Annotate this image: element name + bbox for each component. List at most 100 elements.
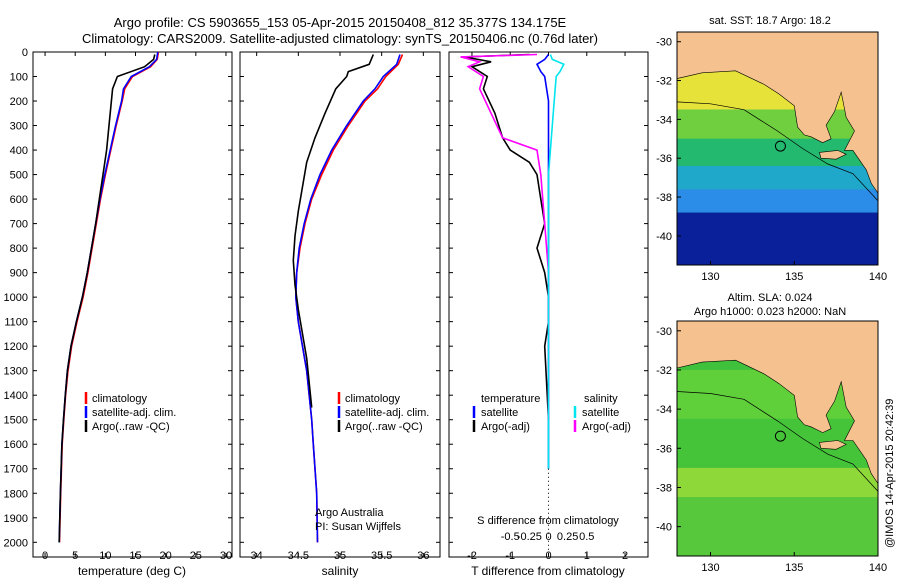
legend-satellite: satellite-adj. clim. — [345, 407, 429, 419]
temperature-panel — [32, 51, 233, 558]
x-tick-label: 25 — [190, 550, 202, 562]
series-line-satelliteadjclim — [294, 54, 401, 543]
map-y-tick-label: -34 — [656, 404, 672, 416]
series-line-argorawqc — [292, 54, 375, 408]
tdiff-xlabel: T difference from climatology — [471, 564, 625, 578]
depth-tick-label: 100 — [10, 72, 28, 84]
difference-legend: temperature satellite Argo(-adj) salinit… — [472, 393, 631, 433]
series-line-satellite — [535, 54, 550, 469]
salinity-xlabel: salinity — [322, 564, 359, 578]
land-mass — [676, 31, 879, 195]
x-tick-label: -2 — [467, 550, 477, 562]
depth-tick-label: 400 — [10, 145, 28, 157]
x-tick-label: 2 — [622, 550, 628, 562]
depth-tick-label: 600 — [10, 194, 28, 206]
sla-map: 130 135 140 -30 -32 -34 -36 -38 -40 — [656, 320, 887, 574]
series-line-argorawqc — [58, 54, 156, 543]
legend-s-argo: Argo(-adj) — [582, 421, 631, 433]
ocean-band — [677, 467, 878, 498]
ocean-band — [677, 165, 878, 190]
depth-tick-label: 800 — [10, 243, 28, 255]
ocean-band — [677, 418, 878, 468]
depth-tick-label: 500 — [10, 170, 28, 182]
island — [819, 440, 847, 450]
map-y-tick-label: -32 — [656, 365, 672, 377]
sst-map: 130 135 140 -30 -32 -34 -36 -38 -40 — [656, 31, 887, 283]
depth-tick-label: 200 — [10, 96, 28, 108]
legend-salinity-heading: salinity — [584, 393, 618, 405]
map-y-tick-label: -30 — [656, 326, 672, 338]
x-tick-label: 36 — [417, 550, 429, 562]
map-top-title: sat. SST: 18.7 Argo: 18.2 — [709, 15, 831, 27]
legend-s-satellite: satellite — [582, 407, 619, 419]
legend-climatology: climatology — [345, 393, 401, 405]
map-y-tick-label: -32 — [656, 76, 672, 88]
temperature-plot: 0 5 10 15 20 25 30 — [42, 51, 232, 562]
x-tick-label: 30 — [220, 550, 232, 562]
depth-tick-label: 1000 — [4, 292, 28, 304]
map-y-tick-label: -38 — [656, 482, 672, 494]
depth-tick-label: 1100 — [4, 317, 28, 329]
depth-tick-label: 1900 — [4, 513, 28, 525]
map-y-tick-label: -40 — [656, 231, 672, 243]
x-tick-label: 34.5 — [288, 550, 309, 562]
x-tick-label: 35 — [334, 550, 346, 562]
map-frame — [676, 31, 879, 266]
x2-tick-label: -0.25 — [517, 531, 542, 543]
x-tick-label: 5 — [72, 550, 78, 562]
x-tick-label: 20 — [160, 550, 172, 562]
ocean-band — [677, 138, 878, 166]
sdiff-xlabel: S difference from climatology — [477, 515, 619, 527]
ocean-band — [677, 109, 878, 139]
x-tick-label: 0 — [42, 550, 48, 562]
salinity-legend: climatology satellite-adj. clim. Argo(..… — [315, 392, 429, 533]
header-line2: Climatology: CARS2009. Satellite-adjuste… — [82, 31, 598, 46]
x-tick-label: 34 — [251, 550, 263, 562]
x-tick-label: 15 — [129, 550, 141, 562]
timestamp: @IMOS 14-Apr-2015 20:42:39 — [884, 399, 896, 548]
depth-tick-label: 0 — [22, 47, 28, 59]
argo-position-marker — [774, 430, 786, 442]
depth-tick-label: 1700 — [4, 464, 28, 476]
credit-text: Argo Australia — [315, 507, 384, 519]
x-tick-label: 35.5 — [371, 550, 392, 562]
depth-tick-label: 1500 — [4, 415, 28, 427]
island — [819, 150, 847, 160]
map-x-tick-label: 130 — [701, 271, 719, 283]
header-line1: Argo profile: CS 5903655_153 05-Apr-2015… — [114, 15, 567, 30]
legend-satellite: satellite-adj. clim. — [92, 407, 176, 419]
temperature-legend: climatology satellite-adj. clim. Argo(..… — [84, 392, 176, 433]
depth-tick-label: 2000 — [4, 537, 28, 549]
depth-tick-label: 900 — [10, 268, 28, 280]
depth-contour — [676, 101, 879, 202]
legend-t-argo: Argo(-adj) — [481, 421, 530, 433]
pi-text: PI: Susan Wijffels — [315, 521, 401, 533]
map-bottom-title1: Altim. SLA: 0.024 — [728, 292, 813, 304]
ocean-band — [677, 189, 878, 213]
legend-t-satellite: satellite — [481, 407, 518, 419]
x2-tick-label: 0.5 — [579, 531, 594, 543]
x-tick-label: 0 — [545, 550, 551, 562]
depth-tick-label: 300 — [10, 121, 28, 133]
temperature-xlabel: temperature (deg C) — [78, 564, 186, 578]
depth-tick-label: 1400 — [4, 390, 28, 402]
map-y-tick-label: -36 — [656, 153, 672, 165]
x2-tick-label: -0.5 — [501, 531, 520, 543]
ocean-band — [677, 497, 878, 556]
map-y-tick-label: -40 — [656, 522, 672, 534]
x-tick-label: 10 — [99, 550, 111, 562]
map-frame — [676, 320, 879, 557]
map-x-tick-label: 140 — [869, 271, 887, 283]
salinity-plot: 34 34.5 35 35.5 36 — [251, 52, 429, 562]
map-y-tick-label: -34 — [656, 114, 672, 126]
depth-tick-label: 1200 — [4, 341, 28, 353]
depth-tick-label: 1600 — [4, 439, 28, 451]
legend-argo: Argo(..raw -QC) — [92, 421, 170, 433]
series-line-argoadj — [460, 53, 550, 420]
map-x-tick-label: 135 — [785, 271, 803, 283]
map-y-tick-label: -38 — [656, 192, 672, 204]
land-mass — [676, 320, 879, 485]
legend-climatology: climatology — [92, 393, 148, 405]
map-y-tick-label: -36 — [656, 443, 672, 455]
